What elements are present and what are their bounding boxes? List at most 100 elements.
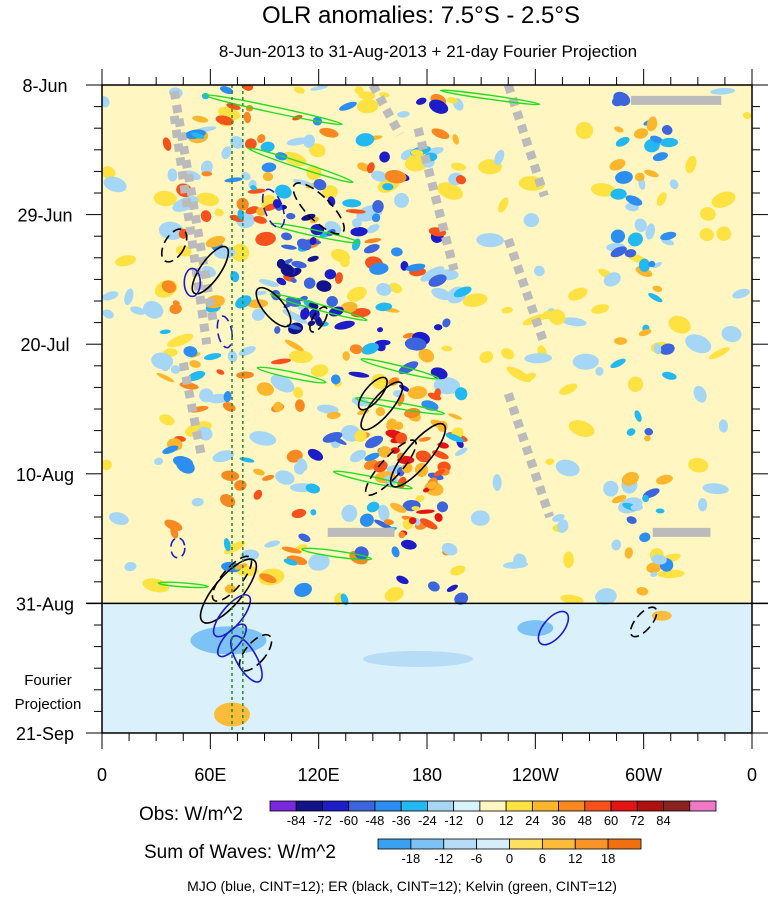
anomaly-patch xyxy=(711,191,736,208)
anomaly-patch xyxy=(644,169,659,178)
anomaly-patch xyxy=(354,430,367,443)
anomaly-patch xyxy=(423,487,430,493)
obs-level-label: -12 xyxy=(444,813,463,828)
anomaly-patch xyxy=(272,199,281,209)
anomaly-patch xyxy=(506,366,532,383)
anomaly-patch xyxy=(124,562,137,572)
anomaly-patch xyxy=(219,86,234,95)
x-tick-label: 0 xyxy=(747,765,757,785)
projection-negative-patch xyxy=(517,620,554,637)
anomaly-patch xyxy=(172,300,180,306)
anomaly-patch xyxy=(390,247,403,257)
anomaly-patch xyxy=(563,551,574,569)
anomaly-patch xyxy=(310,85,328,91)
anomaly-patch xyxy=(162,445,179,455)
anomaly-patch xyxy=(652,285,663,292)
anomaly-patch xyxy=(384,170,407,184)
anomaly-patch xyxy=(342,199,362,208)
anomaly-patch xyxy=(293,387,304,399)
anomaly-patch xyxy=(170,526,179,539)
anomaly-patch xyxy=(395,432,408,444)
anomaly-patch xyxy=(169,303,182,315)
anomaly-patch xyxy=(293,86,305,94)
anomaly-patch xyxy=(286,137,309,146)
anomaly-patch xyxy=(615,136,630,147)
anomaly-patch xyxy=(161,280,177,293)
anomaly-patch xyxy=(624,249,637,258)
anomaly-patch xyxy=(388,282,403,294)
anomaly-patch xyxy=(590,183,616,197)
anomaly-patch xyxy=(660,231,677,241)
anomaly-patch xyxy=(659,343,675,355)
y-tick-label: 29-Jun xyxy=(17,206,72,226)
anomaly-patch xyxy=(298,239,312,246)
anomaly-patch xyxy=(446,97,458,104)
anomaly-patch xyxy=(241,85,254,91)
y-tick-label: 8-Jun xyxy=(22,76,67,96)
anomaly-patch xyxy=(216,369,225,375)
anomaly-patch xyxy=(645,223,656,240)
anomaly-patch xyxy=(434,513,443,522)
anomaly-patch xyxy=(498,197,509,213)
anomaly-patch xyxy=(390,502,407,513)
anomaly-patch xyxy=(363,244,380,254)
anomaly-patch xyxy=(253,216,267,224)
obs-level-label: -48 xyxy=(366,813,385,828)
anomaly-patch xyxy=(441,345,453,352)
waves-color-swatch xyxy=(541,838,576,850)
anomaly-patch xyxy=(524,353,553,364)
wave-contours xyxy=(157,89,658,683)
mjo-contour xyxy=(212,594,252,638)
anomaly-patch xyxy=(345,209,366,214)
anomaly-patch xyxy=(653,343,662,355)
anomaly-patch xyxy=(309,143,326,158)
anomaly-patch xyxy=(442,318,451,328)
anomaly-patch xyxy=(310,509,317,516)
anomaly-patch xyxy=(109,512,129,526)
anomaly-patch xyxy=(213,246,236,259)
anomaly-patch xyxy=(262,474,275,481)
anomaly-patch xyxy=(405,263,426,272)
anomaly-patch xyxy=(243,111,252,124)
anomaly-patch xyxy=(203,353,222,361)
anomaly-patch xyxy=(634,172,645,182)
obs-level-label: 48 xyxy=(578,813,592,828)
anomaly-patch xyxy=(294,582,312,597)
anomaly-patch xyxy=(364,238,382,244)
anomaly-patch xyxy=(410,149,424,157)
anomaly-patch xyxy=(308,553,330,571)
anomaly-patch xyxy=(429,99,449,114)
anomaly-patch xyxy=(652,261,662,269)
x-axis: 0 60E 120E 180 120W 60W 0 xyxy=(97,69,757,785)
obs-level-label: -60 xyxy=(339,813,358,828)
anomaly-patch xyxy=(153,190,177,207)
anomaly-patch xyxy=(652,152,668,162)
anomaly-patch xyxy=(214,208,224,217)
anomaly-patch xyxy=(555,459,580,477)
anomaly-patch xyxy=(419,518,438,530)
x-tick-label: 60E xyxy=(194,765,226,785)
anomaly-patch xyxy=(503,561,529,569)
obs-level-label: 84 xyxy=(656,813,670,828)
anomaly-patch xyxy=(523,213,540,228)
anomaly-patch xyxy=(634,218,647,233)
anomaly-patch xyxy=(364,435,384,449)
anomaly-patch xyxy=(450,162,467,171)
anomaly-patch xyxy=(615,171,633,184)
anomaly-patch xyxy=(378,504,390,522)
anomaly-patch xyxy=(273,401,283,412)
anomaly-patch xyxy=(274,326,281,334)
anomaly-patch xyxy=(324,269,337,280)
anomaly-patch xyxy=(102,459,112,471)
reference-lines xyxy=(231,85,244,733)
anomaly-patch xyxy=(167,168,178,182)
contours-caption: MJO (blue, CINT=12); ER (black, CINT=12)… xyxy=(187,878,617,894)
anomaly-patch xyxy=(407,386,428,400)
obs-color-swatch xyxy=(636,800,664,812)
anomaly-patch xyxy=(291,260,307,269)
x-tick-label: 120W xyxy=(512,765,559,785)
waves-color-swatch xyxy=(607,838,642,850)
anomaly-patch xyxy=(310,364,329,378)
kelvin-contour xyxy=(439,89,541,106)
missing-data-streak xyxy=(169,115,212,345)
